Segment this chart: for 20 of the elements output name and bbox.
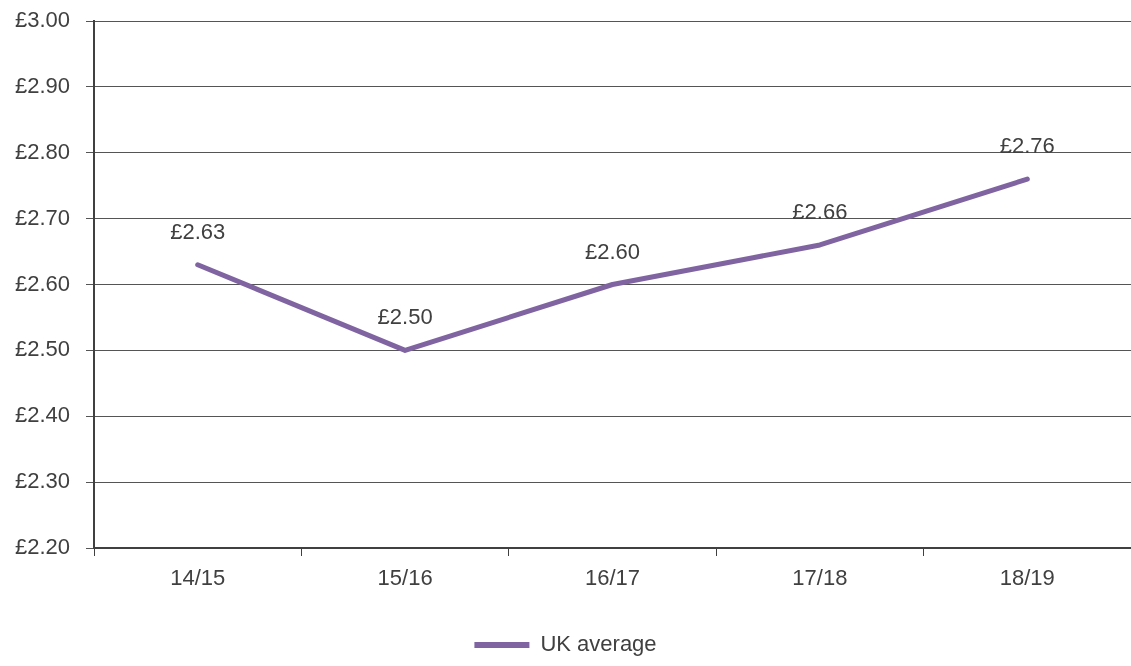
x-tick-label: 15/16 bbox=[377, 565, 433, 591]
y-tick-label: £3.00 bbox=[14, 7, 70, 33]
x-tick-label: 14/15 bbox=[170, 565, 226, 591]
x-tick-label: 17/18 bbox=[792, 565, 848, 591]
y-tick-label: £2.70 bbox=[14, 204, 70, 230]
legend-label: UK average bbox=[540, 631, 657, 657]
y-tick-label: £2.30 bbox=[14, 468, 70, 494]
x-tick-label: 16/17 bbox=[584, 565, 641, 591]
data-label: £2.60 bbox=[584, 238, 641, 264]
y-tick-label: £2.20 bbox=[14, 534, 70, 560]
y-tick-label: £2.60 bbox=[14, 270, 70, 296]
data-label: £2.50 bbox=[377, 304, 433, 330]
x-tick-label: 18/19 bbox=[999, 565, 1055, 591]
y-tick-label: £2.80 bbox=[14, 138, 70, 164]
y-tick-label: £2.40 bbox=[14, 402, 70, 428]
data-label: £2.63 bbox=[170, 218, 226, 244]
y-tick-label: £2.90 bbox=[14, 72, 70, 98]
data-label: £2.66 bbox=[792, 199, 848, 225]
y-tick-label: £2.50 bbox=[14, 336, 70, 362]
data-label: £2.76 bbox=[999, 133, 1055, 159]
